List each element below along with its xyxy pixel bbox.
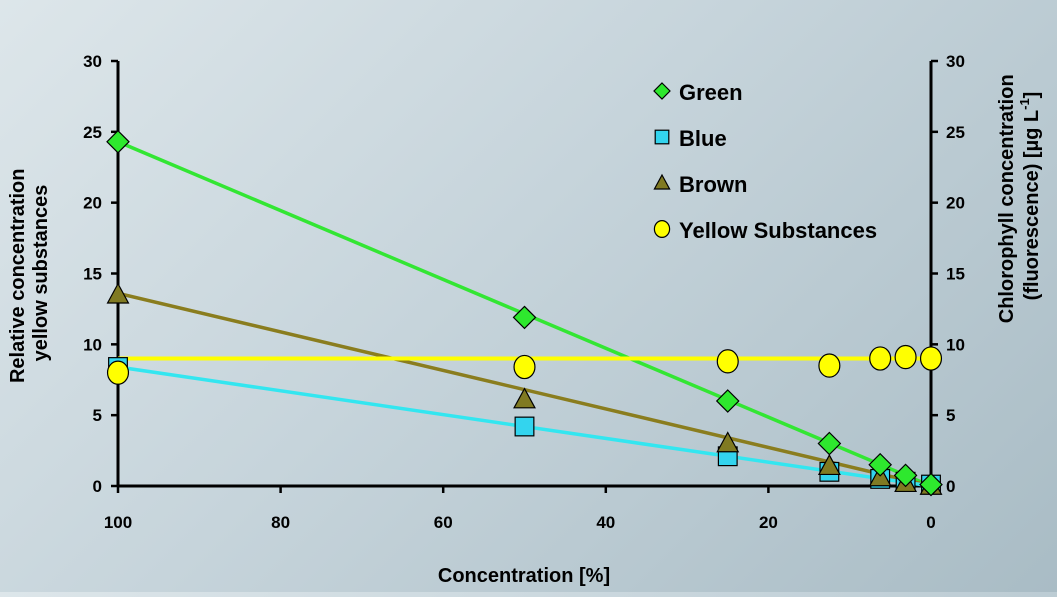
x-tick-label: 20 xyxy=(759,513,778,532)
x-tick-label: 100 xyxy=(104,513,132,532)
legend-label: Yellow Substances xyxy=(679,218,877,243)
y-left-tick-label: 20 xyxy=(83,194,102,213)
y-right-tick-label: 5 xyxy=(946,406,955,425)
data-point-diamond xyxy=(919,472,943,497)
data-point-diamond xyxy=(512,305,537,330)
legend-label: Green xyxy=(679,80,743,105)
data-point-triangle xyxy=(513,387,536,409)
data-point-diamond xyxy=(817,431,842,456)
y-axis-right-title: Chlorophyll concentration (fluorescence)… xyxy=(996,69,1043,323)
data-point-circle xyxy=(919,346,943,371)
y-axis-right-title-superscript: -1 xyxy=(1017,98,1032,110)
x-tick-label: 60 xyxy=(434,513,453,532)
data-markers xyxy=(106,129,943,497)
legend-marker-circle xyxy=(653,220,671,239)
y-right-tick-label: 30 xyxy=(946,52,965,71)
x-tick-label: 80 xyxy=(271,513,290,532)
y-axis-left-title-line-1: Relative concentration xyxy=(7,169,29,384)
legend-label: Brown xyxy=(679,172,747,197)
x-tick-label: 0 xyxy=(926,513,935,532)
data-point-circle xyxy=(894,344,917,370)
data-point-triangle xyxy=(106,282,130,304)
data-point-circle xyxy=(869,346,892,371)
y-right-tick-label: 0 xyxy=(946,477,955,496)
data-point-triangle xyxy=(817,453,841,476)
data-point-diamond xyxy=(868,452,893,477)
y-left-tick-label: 30 xyxy=(83,52,102,71)
x-axis-title: Concentration [%] xyxy=(438,565,610,587)
y-right-tick-label: 10 xyxy=(946,335,965,354)
y-left-tick-label: 25 xyxy=(83,123,102,142)
data-point-square xyxy=(514,416,535,437)
legend-label: Blue xyxy=(679,126,727,151)
legend-marker-diamond xyxy=(653,82,671,100)
y-left-tick-label: 10 xyxy=(83,335,102,354)
x-tick-label: 40 xyxy=(596,513,615,532)
y-axis-left-title: Relative concentration yellow substances xyxy=(7,163,52,383)
y-left-tick-label: 15 xyxy=(83,265,102,284)
legend-marker-triangle xyxy=(653,173,671,190)
data-point-circle xyxy=(513,354,536,380)
data-point-diamond xyxy=(715,389,740,413)
data-point-circle xyxy=(716,349,739,374)
y-right-tick-label: 20 xyxy=(946,194,965,213)
y-axis-left-title-line-2: yellow substances xyxy=(30,185,52,362)
data-point-diamond xyxy=(106,129,130,154)
y-right-tick-label: 25 xyxy=(946,123,965,142)
data-point-circle xyxy=(106,360,130,385)
y-left-tick-label: 0 xyxy=(93,477,102,496)
y-left-tick-label: 5 xyxy=(93,406,102,425)
y-right-tick-label: 15 xyxy=(946,265,965,284)
legend-marker-square xyxy=(654,129,670,145)
y-axis-right-title-bracket: ] xyxy=(1021,92,1043,99)
y-axis-right-title-line-1: Chlorophyll concentration xyxy=(996,74,1018,323)
y-axis-right-title-line-2: (fluorescence) [µg L xyxy=(1021,110,1043,300)
data-point-diamond xyxy=(893,463,918,488)
legend: Green Blue Brown Yellow Substances xyxy=(653,80,877,243)
data-point-circle xyxy=(818,353,841,378)
data-point-triangle xyxy=(716,431,740,453)
